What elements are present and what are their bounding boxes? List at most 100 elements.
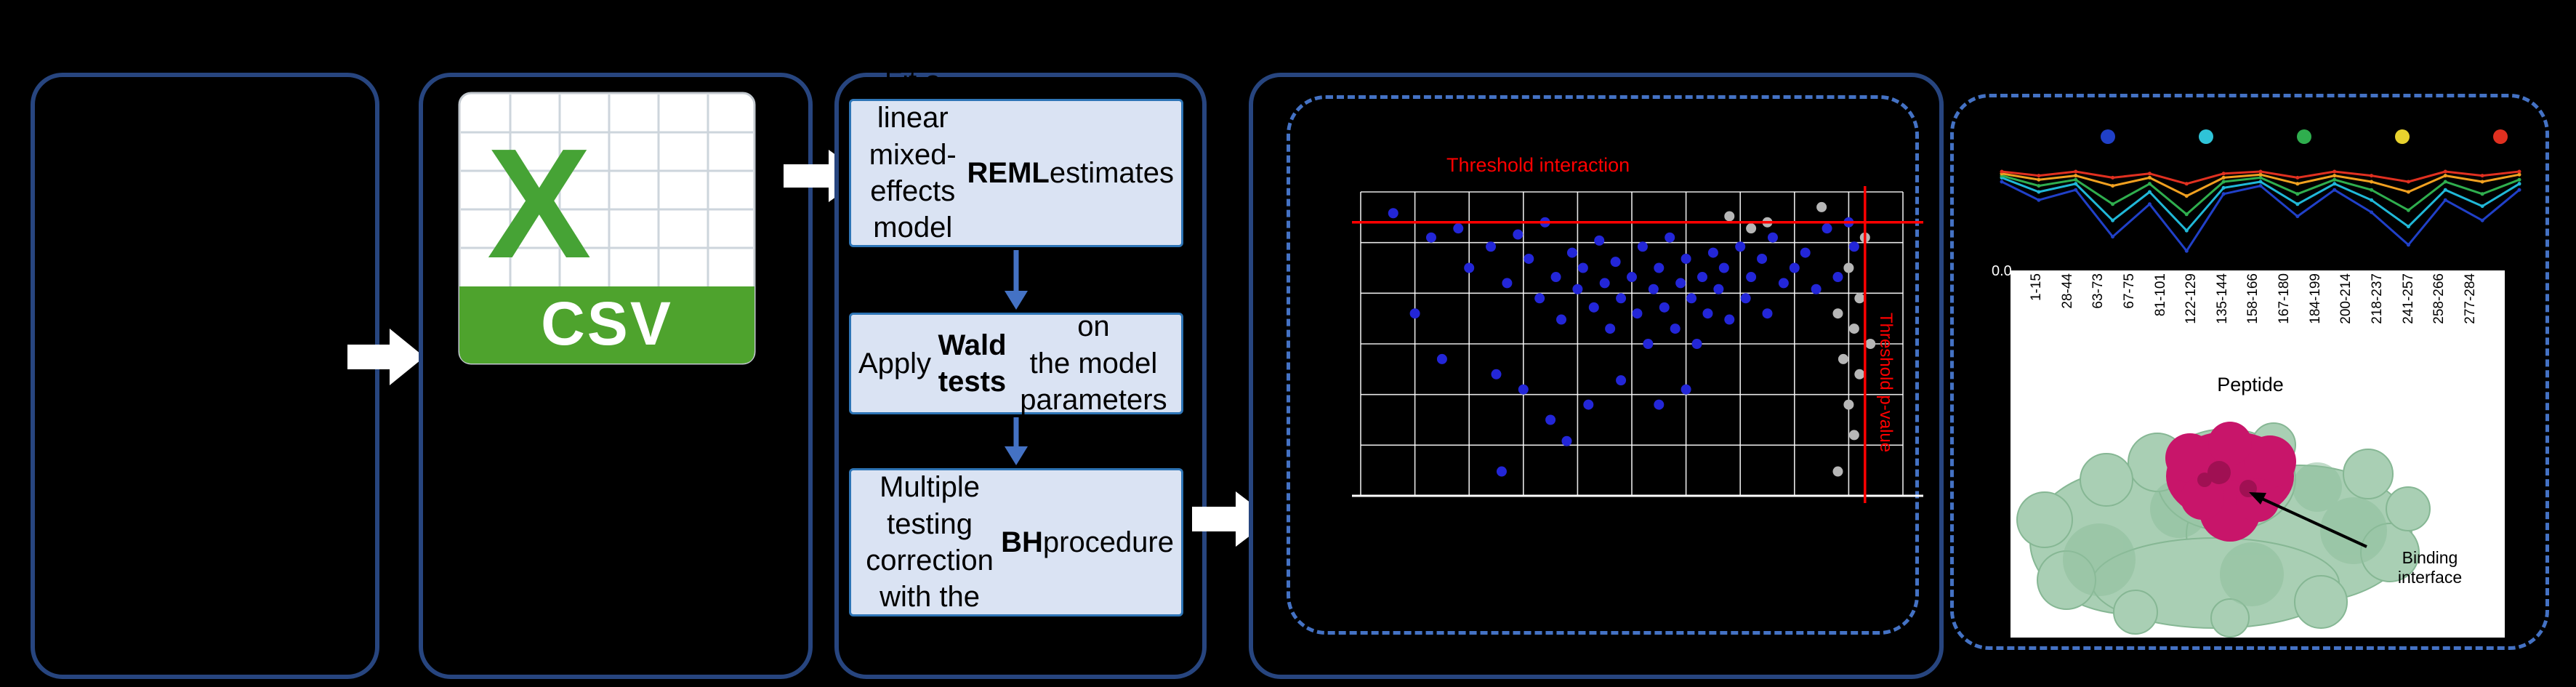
scatter-point-significant xyxy=(1675,278,1686,289)
hdx-group: 0.0 1-15 28-44 63-73 67-75 81-101 122-129 135-… xyxy=(1950,94,2549,650)
scatter-point-significant xyxy=(1588,302,1599,313)
scatter-point-significant xyxy=(1654,399,1665,410)
series-marker xyxy=(2147,175,2152,180)
scatter-point-significant xyxy=(1822,223,1832,234)
series-marker xyxy=(2443,188,2447,192)
x-axis-title: Peptide xyxy=(2217,374,2284,395)
series-marker xyxy=(2037,174,2041,178)
series-marker xyxy=(2258,184,2263,188)
series-marker xyxy=(2258,172,2263,177)
peptide-tick-label: 184-199 xyxy=(2307,273,2323,324)
scatter-point-significant xyxy=(1409,308,1420,319)
peptide-tick-label: 63-73 xyxy=(2090,273,2106,309)
series-marker xyxy=(2333,169,2337,174)
series-marker xyxy=(2074,169,2078,174)
flow-arrow-1-icon xyxy=(347,329,424,385)
scatter-point-not-significant xyxy=(1843,399,1854,410)
series-marker xyxy=(2000,169,2004,174)
annotation-arrow-icon xyxy=(2249,492,2367,548)
series-marker xyxy=(2184,194,2189,198)
scatter-point-significant xyxy=(1767,232,1778,243)
scatter-point-significant xyxy=(1691,339,1702,349)
peptide-tick-label: 241-257 xyxy=(2400,273,2416,324)
step-fit-model: Fit a linear mixed- effects model with R… xyxy=(849,65,1183,281)
series-marker xyxy=(2037,177,2041,182)
series-marker xyxy=(2184,249,2189,253)
series-marker xyxy=(2480,204,2484,209)
step-text: Multiple testing correction with the xyxy=(866,471,994,614)
peptide-tick-label: 167-180 xyxy=(2277,273,2293,324)
step-text: Apply xyxy=(858,347,932,379)
series-marker xyxy=(2295,182,2300,186)
series-marker xyxy=(2037,184,2041,188)
scatter-point-significant xyxy=(1637,241,1648,252)
scatter-point-significant xyxy=(1627,272,1637,283)
threshold-pvalue-label: Threshold p-value xyxy=(1876,313,1896,453)
series-marker xyxy=(2147,190,2152,194)
scatter-point-significant xyxy=(1632,308,1643,319)
series-marker xyxy=(2333,182,2337,186)
step-text: Fit a linear mixed- effects model with xyxy=(869,65,957,281)
scatter-point-not-significant xyxy=(1832,466,1843,477)
scatter-point-significant xyxy=(1388,208,1398,219)
peptide-tick-label: 218-237 xyxy=(2370,273,2386,324)
scatter-point-significant xyxy=(1800,247,1811,258)
series-marker xyxy=(2258,175,2263,180)
scatter-point-significant xyxy=(1746,272,1757,283)
peptide-tick-label: 28-44 xyxy=(2059,273,2075,309)
series-marker xyxy=(2443,174,2447,178)
series-marker xyxy=(2517,182,2521,186)
series-marker xyxy=(2111,175,2115,180)
series-marker xyxy=(2517,188,2521,192)
down-arrow-icon xyxy=(1005,417,1028,465)
series-marker xyxy=(2037,198,2041,202)
series-marker xyxy=(2074,177,2078,182)
series-marker xyxy=(2443,198,2447,202)
step-bh-correction: Multiple testing correction with the BH … xyxy=(849,468,1183,616)
peptide-tick-label: 122-129 xyxy=(2183,273,2199,324)
scatter-point-significant xyxy=(1486,241,1497,252)
series-marker xyxy=(2111,218,2115,222)
series-marker xyxy=(2111,235,2115,239)
scatter-point-significant xyxy=(1534,293,1545,304)
scatter-point-significant xyxy=(1707,247,1718,258)
scatter-point-significant xyxy=(1778,278,1789,289)
series-marker xyxy=(2480,174,2484,178)
scatter-point-significant xyxy=(1524,253,1534,264)
series-marker xyxy=(2517,177,2521,182)
peptide-tick-label: 258-266 xyxy=(2431,273,2447,324)
csv-banner-label: CSV xyxy=(541,289,673,358)
scatter-point-not-significant xyxy=(1854,293,1865,304)
series-marker xyxy=(2221,192,2226,196)
scatter-point-significant xyxy=(1670,324,1681,334)
legend-dot-icon xyxy=(2493,129,2508,144)
binding-interface-label: Binding interface xyxy=(2397,548,2463,587)
series-marker xyxy=(2406,190,2410,194)
series-marker xyxy=(2480,180,2484,184)
series-marker xyxy=(2221,185,2226,190)
scatter-point-significant xyxy=(1518,384,1529,395)
series-marker xyxy=(2147,182,2152,186)
scatter-point-significant xyxy=(1654,262,1665,273)
series-marker xyxy=(2370,198,2374,202)
scatter-point-significant xyxy=(1718,262,1729,273)
scatter-point-significant xyxy=(1545,414,1556,425)
csv-file-icon: X CSV xyxy=(458,92,756,365)
scatter-point-not-significant xyxy=(1832,308,1843,319)
scatter-point-not-significant xyxy=(1816,201,1827,212)
series-marker xyxy=(2184,212,2189,217)
scatter-point-not-significant xyxy=(1848,324,1859,334)
series-marker xyxy=(2074,174,2078,178)
scatter-point-significant xyxy=(1583,399,1594,410)
csv-panel: X CSV xyxy=(419,73,813,679)
series-marker xyxy=(2333,177,2337,182)
scatter-point-significant xyxy=(1610,257,1621,268)
protein-shading xyxy=(2063,462,2387,606)
series-marker xyxy=(2221,172,2226,176)
scatter-point-significant xyxy=(1762,308,1773,319)
results-panel: Threshold interaction Threshold p-value xyxy=(1249,73,1944,679)
scatter-point-significant xyxy=(1811,284,1822,294)
scatter-point-significant xyxy=(1561,435,1572,446)
series-marker xyxy=(2406,208,2410,212)
series-marker xyxy=(2295,175,2300,180)
